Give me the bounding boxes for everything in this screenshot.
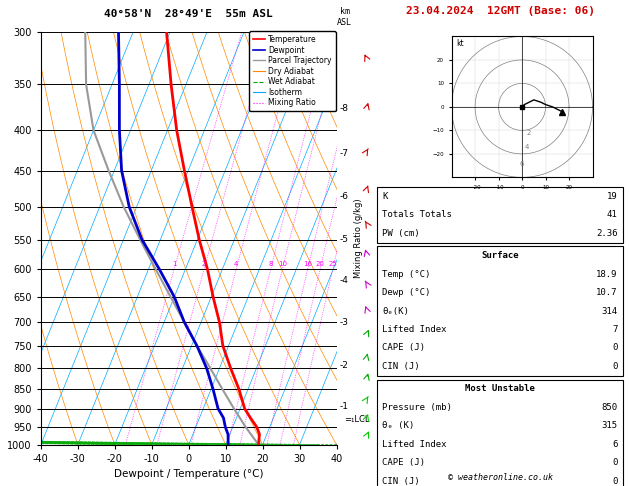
- Text: 18.9: 18.9: [596, 270, 618, 278]
- Text: 2: 2: [527, 130, 532, 136]
- Text: Totals Totals: Totals Totals: [382, 210, 452, 219]
- Text: -6: -6: [340, 192, 349, 201]
- Text: Mixing Ratio (g/kg): Mixing Ratio (g/kg): [354, 198, 363, 278]
- Text: 0: 0: [612, 477, 618, 486]
- Text: kt: kt: [456, 39, 464, 48]
- Text: Lifted Index: Lifted Index: [382, 440, 447, 449]
- Text: 10: 10: [278, 261, 287, 267]
- Text: θₑ(K): θₑ(K): [382, 307, 409, 315]
- Legend: Temperature, Dewpoint, Parcel Trajectory, Dry Adiabat, Wet Adiabat, Isotherm, Mi: Temperature, Dewpoint, Parcel Trajectory…: [249, 31, 336, 111]
- Text: CAPE (J): CAPE (J): [382, 344, 425, 352]
- Text: CIN (J): CIN (J): [382, 362, 420, 371]
- Text: PW (cm): PW (cm): [382, 229, 420, 238]
- Text: 315: 315: [601, 421, 618, 430]
- Text: 0: 0: [612, 344, 618, 352]
- X-axis label: Dewpoint / Temperature (°C): Dewpoint / Temperature (°C): [114, 469, 264, 479]
- Text: 4: 4: [234, 261, 238, 267]
- Text: 1: 1: [172, 261, 176, 267]
- Text: Most Unstable: Most Unstable: [465, 384, 535, 393]
- Text: 0: 0: [612, 362, 618, 371]
- Text: Pressure (mb): Pressure (mb): [382, 403, 452, 412]
- Text: 6: 6: [520, 161, 525, 167]
- Text: -4: -4: [340, 276, 349, 285]
- Text: Dewp (°C): Dewp (°C): [382, 288, 431, 297]
- Text: 850: 850: [601, 403, 618, 412]
- Text: -5: -5: [340, 235, 349, 244]
- Text: -8: -8: [340, 104, 349, 113]
- Text: 16: 16: [303, 261, 312, 267]
- Text: © weatheronline.co.uk: © weatheronline.co.uk: [448, 473, 552, 482]
- Text: 40°58'N  28°49'E  55m ASL: 40°58'N 28°49'E 55m ASL: [104, 9, 273, 19]
- Text: 23.04.2024  12GMT (Base: 06): 23.04.2024 12GMT (Base: 06): [406, 5, 594, 16]
- Y-axis label: hPa: hPa: [0, 228, 2, 248]
- Text: 0: 0: [612, 458, 618, 467]
- Text: 4: 4: [525, 144, 529, 150]
- Text: 8: 8: [269, 261, 273, 267]
- Text: K: K: [382, 192, 388, 201]
- Text: 2: 2: [202, 261, 206, 267]
- Text: 25: 25: [328, 261, 337, 267]
- Text: km
ASL: km ASL: [337, 7, 352, 27]
- Text: 6: 6: [612, 440, 618, 449]
- Text: -1: -1: [340, 402, 349, 411]
- Text: Lifted Index: Lifted Index: [382, 325, 447, 334]
- Text: 10.7: 10.7: [596, 288, 618, 297]
- Text: -2: -2: [340, 362, 349, 370]
- Text: Temp (°C): Temp (°C): [382, 270, 431, 278]
- Text: θₑ (K): θₑ (K): [382, 421, 415, 430]
- Text: 314: 314: [601, 307, 618, 315]
- Text: 2.36: 2.36: [596, 229, 618, 238]
- Text: 7: 7: [612, 325, 618, 334]
- Text: CAPE (J): CAPE (J): [382, 458, 425, 467]
- Text: CIN (J): CIN (J): [382, 477, 420, 486]
- Text: Surface: Surface: [481, 251, 519, 260]
- Text: -3: -3: [340, 318, 349, 327]
- Text: 19: 19: [607, 192, 618, 201]
- Text: 41: 41: [607, 210, 618, 219]
- Text: =₁LCL: =₁LCL: [345, 416, 370, 424]
- Text: -7: -7: [340, 149, 349, 158]
- Text: 20: 20: [316, 261, 325, 267]
